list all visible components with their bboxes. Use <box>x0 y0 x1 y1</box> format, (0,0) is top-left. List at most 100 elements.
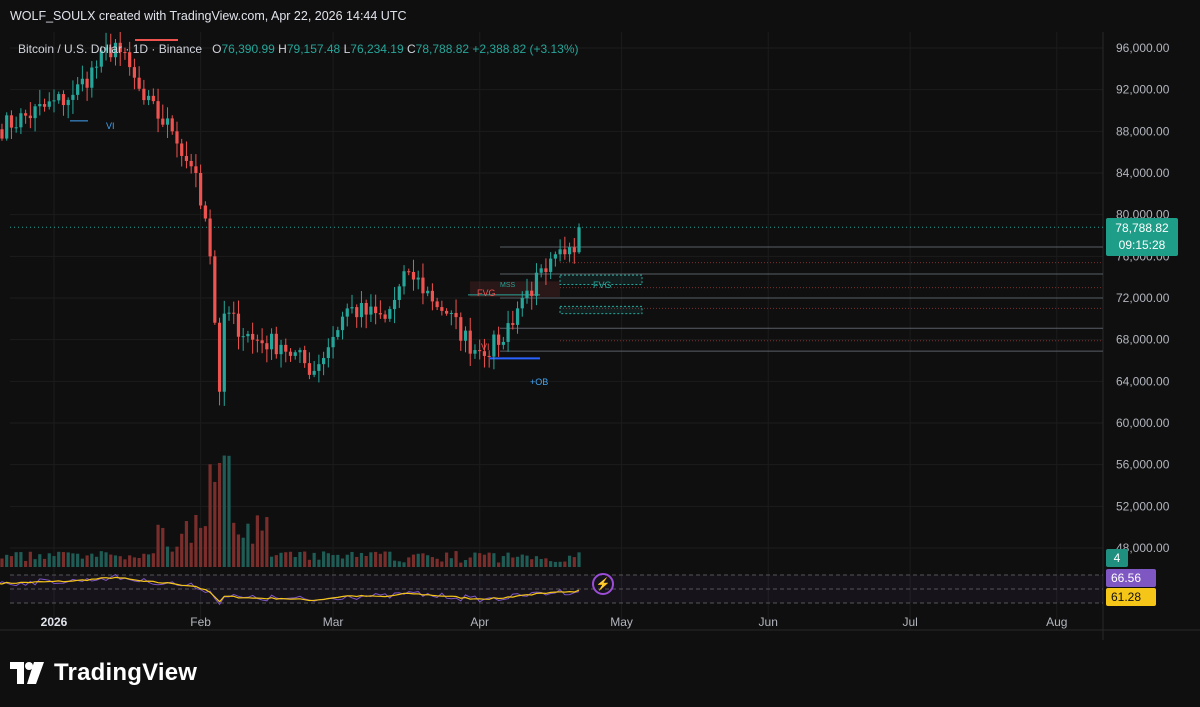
volume-bar <box>473 552 477 567</box>
candle-body <box>558 249 562 255</box>
volume-bar <box>378 553 382 567</box>
candle-body <box>459 317 463 341</box>
volume-bar <box>76 553 80 567</box>
candle-body <box>293 352 297 356</box>
volume-bar <box>435 558 439 567</box>
candles <box>0 32 581 406</box>
volume-bar <box>326 553 330 567</box>
candle-body <box>482 351 487 356</box>
candle-body <box>255 339 259 341</box>
volume-bar <box>161 527 165 567</box>
candle-body <box>151 95 155 102</box>
last-price-tag: 78,788.82 09:15:28 <box>1106 218 1178 256</box>
candle-body <box>57 94 61 101</box>
volume-bar <box>307 559 312 567</box>
candle-body <box>331 336 335 348</box>
time-tick-label: Mar <box>323 615 344 629</box>
volume-bar <box>203 526 207 567</box>
volume-bar <box>402 562 406 567</box>
candle-body <box>170 118 174 132</box>
time-tick-label: Jul <box>902 615 917 629</box>
volume-bar <box>71 553 75 567</box>
volume-bar <box>61 552 66 567</box>
price-tick-label: 84,000.00 <box>1116 166 1170 180</box>
volume-bar <box>520 554 524 567</box>
volume-bar <box>189 542 193 567</box>
price-tick-label: 96,000.00 <box>1116 41 1170 55</box>
volume-bar <box>497 562 501 567</box>
volume-bar <box>236 534 241 567</box>
annotation-fvg: FVG <box>477 288 496 298</box>
open-value: 76,390.99 <box>221 42 275 56</box>
candle-body <box>501 341 505 345</box>
time-axis: 2026 Feb Mar Apr May Jun Jul Aug <box>41 615 1068 629</box>
candle-body <box>180 143 184 156</box>
candle-body <box>61 94 66 106</box>
candle-body <box>38 104 42 107</box>
volume-bar <box>217 462 222 567</box>
candle-body <box>208 218 212 257</box>
candle-body <box>435 301 439 308</box>
candle-body <box>94 66 99 68</box>
candle-body <box>307 363 312 375</box>
candle-body <box>478 350 482 352</box>
candle-body <box>28 115 32 119</box>
candle-body <box>85 78 89 88</box>
lightning-alert-icon[interactable]: ⚡ <box>592 573 614 595</box>
volume-bar <box>156 524 160 567</box>
volume-bar <box>222 455 226 567</box>
candle-body <box>24 113 28 116</box>
volume-bar <box>345 554 349 567</box>
grid <box>0 32 1200 640</box>
candle-body <box>142 88 146 101</box>
volume-bar <box>364 555 368 567</box>
volume-bar <box>331 555 335 567</box>
candle-body <box>350 307 354 309</box>
rsi-pane <box>0 573 1103 606</box>
candle-body <box>525 290 529 298</box>
high-value: 79,157.48 <box>286 42 341 56</box>
candle-body <box>236 313 241 337</box>
last-price: 78,788.82 <box>1115 221 1169 235</box>
volume-tag: 4 <box>1106 549 1128 567</box>
candle-body <box>388 309 392 319</box>
volume-bar <box>14 552 18 567</box>
tradingview-wordmark: TradingView <box>54 659 198 686</box>
volume-bar <box>511 557 515 567</box>
candle-body <box>303 350 307 364</box>
candle-body <box>374 306 378 314</box>
volume-bar <box>232 522 236 567</box>
candle-body <box>487 355 491 357</box>
time-tick-label: Feb <box>190 615 211 629</box>
price-chart[interactable]: 96,000.0092,000.0088,000.0084,000.0080,0… <box>0 32 1200 640</box>
volume-bar <box>113 555 118 567</box>
volume-bar <box>269 556 274 567</box>
volume-bar <box>94 556 99 567</box>
annotation-vi: VI <box>106 121 115 131</box>
candle-body <box>184 155 189 161</box>
candle-body <box>0 129 4 139</box>
candle-body <box>279 344 283 355</box>
volume-bar <box>208 464 212 567</box>
annotation-mss: MSS <box>500 282 516 289</box>
annotation-vi-2: VI <box>481 342 490 352</box>
candle-body <box>317 364 321 371</box>
candle-body <box>364 303 368 315</box>
chart-frame[interactable]: 96,000.00 92,000.00 88,000.00 84,000.00 80,0… <box>0 32 1200 640</box>
candle-body <box>288 351 293 356</box>
price-axis: 96,000.0092,000.0088,000.0084,000.0080,0… <box>1116 41 1170 555</box>
candle-body <box>440 307 444 311</box>
candle-body <box>66 99 70 106</box>
candle-body <box>449 312 453 314</box>
volume-bar <box>312 552 316 567</box>
candle-body <box>430 290 434 302</box>
candle-body <box>80 78 84 85</box>
candle-body <box>511 323 515 325</box>
tradingview-logo[interactable]: TradingView <box>10 658 197 688</box>
candle-body <box>563 249 567 255</box>
candle-body <box>416 277 420 280</box>
volume-bar <box>24 560 28 567</box>
candle-body <box>553 254 557 259</box>
volume-bar <box>336 554 340 567</box>
volume-bar <box>359 552 364 567</box>
